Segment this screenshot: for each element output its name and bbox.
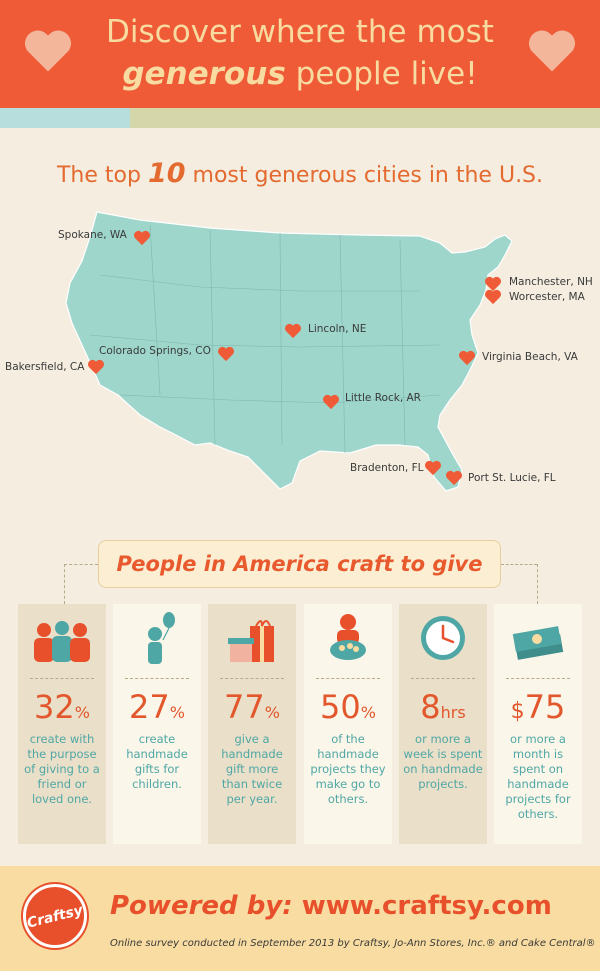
stat-unit: % bbox=[169, 703, 185, 722]
child-balloon-icon bbox=[148, 612, 175, 664]
dashed-divider bbox=[411, 678, 475, 679]
stat-description: create with the purpose of giving to a f… bbox=[24, 732, 100, 806]
dashed-divider bbox=[30, 678, 94, 679]
heart-pin-icon bbox=[485, 289, 501, 305]
stat-number: 27 bbox=[129, 688, 170, 726]
logo-text: Craftsy bbox=[25, 902, 85, 932]
dashed-connector bbox=[64, 564, 98, 565]
stat-description: give a handmade gift more than twice per… bbox=[221, 732, 283, 806]
powered-by: Powered by: www.craftsy.com bbox=[110, 891, 552, 921]
stat-value: 50% bbox=[304, 688, 392, 726]
stat-value: 8hrs bbox=[399, 688, 487, 726]
stat-description: of the handmade projects they make go to… bbox=[310, 732, 386, 806]
dashed-divider bbox=[506, 678, 570, 679]
stat-unit: % bbox=[360, 703, 376, 722]
stat-currency: $ bbox=[510, 699, 525, 724]
stat-card: 32% create with the purpose of giving to… bbox=[18, 604, 106, 844]
city-label: Lincoln, NE bbox=[308, 323, 367, 335]
stat-unit: % bbox=[264, 703, 280, 722]
city-label: Spokane, WA bbox=[58, 229, 127, 241]
dashed-connector bbox=[537, 564, 538, 604]
dashed-divider bbox=[125, 678, 189, 679]
stat-number: 77 bbox=[224, 688, 265, 726]
money-stack-icon bbox=[512, 626, 564, 660]
title-emphasis: generous bbox=[122, 56, 286, 92]
stat-description: or more a month is spent on handmade pro… bbox=[505, 732, 571, 821]
dashed-divider bbox=[316, 678, 380, 679]
stat-card: 27% create handmade gifts for children. bbox=[113, 604, 201, 844]
map-title: The top 10 most generous cities in the U… bbox=[0, 158, 600, 189]
city-label: Little Rock, AR bbox=[345, 392, 421, 404]
heart-icon bbox=[529, 30, 575, 72]
stat-card: $75 or more a month is spent on handmade… bbox=[494, 604, 582, 844]
stat-number: 8 bbox=[420, 688, 441, 726]
city-label: Manchester, NH bbox=[509, 276, 593, 288]
us-map bbox=[65, 211, 513, 492]
footer-banner: Craftsy Powered by: www.craftsy.com Onli… bbox=[0, 866, 600, 971]
title-line2-rest: people live! bbox=[285, 56, 478, 92]
city-label: Bakersfield, CA bbox=[5, 361, 85, 373]
craft-heading: People in America craft to give bbox=[98, 540, 501, 588]
survey-note: Online survey conducted in September 201… bbox=[110, 938, 596, 949]
stat-number: 50 bbox=[320, 688, 361, 726]
stat-unit: hrs bbox=[440, 703, 466, 722]
page-title-line1: Discover where the most bbox=[106, 14, 494, 50]
header-banner: Discover where the most generous people … bbox=[0, 0, 600, 108]
decorative-stripe bbox=[130, 108, 600, 128]
clock-icon bbox=[421, 616, 465, 660]
person-giving-icon bbox=[330, 614, 366, 660]
stat-value: 77% bbox=[208, 688, 296, 726]
heart-pin-icon bbox=[285, 323, 301, 339]
map-title-pre: The top bbox=[56, 163, 148, 188]
dashed-divider bbox=[220, 678, 284, 679]
city-label: Worcester, MA bbox=[509, 291, 585, 303]
city-label: Virginia Beach, VA bbox=[482, 351, 578, 363]
heart-icon bbox=[25, 30, 71, 72]
heart-pin-icon bbox=[218, 346, 234, 362]
gift-boxes-icon bbox=[228, 620, 274, 662]
map-title-post: most generous cities in the U.S. bbox=[185, 163, 544, 188]
stat-description: or more a week is spent on handmade proj… bbox=[403, 732, 483, 791]
heart-pin-icon bbox=[446, 470, 462, 486]
map-title-number: 10 bbox=[147, 158, 186, 189]
stat-value: 32% bbox=[18, 688, 106, 726]
stat-number: 32 bbox=[34, 688, 75, 726]
dashed-connector bbox=[64, 564, 65, 604]
heart-pin-icon bbox=[485, 276, 501, 292]
stat-unit: % bbox=[74, 703, 90, 722]
city-label: Port St. Lucie, FL bbox=[468, 472, 556, 484]
stat-value: 27% bbox=[113, 688, 201, 726]
heart-pin-icon bbox=[88, 359, 104, 375]
city-label: Colorado Springs, CO bbox=[99, 345, 211, 357]
heart-pin-icon bbox=[134, 230, 150, 246]
website-link[interactable]: www.craftsy.com bbox=[301, 891, 552, 921]
heart-pin-icon bbox=[425, 460, 441, 476]
decorative-stripe bbox=[0, 108, 130, 128]
stat-card: 50% of the handmade projects they make g… bbox=[304, 604, 392, 844]
family-hug-icon bbox=[34, 621, 90, 662]
stat-card: 77% give a handmade gift more than twice… bbox=[208, 604, 296, 844]
powered-label: Powered by: bbox=[110, 891, 293, 921]
stat-number: 75 bbox=[524, 688, 566, 726]
stat-description: create handmade gifts for children. bbox=[126, 732, 188, 791]
city-label: Bradenton, FL bbox=[350, 462, 424, 474]
heart-pin-icon bbox=[323, 394, 339, 410]
dashed-connector bbox=[501, 564, 537, 565]
heart-pin-icon bbox=[459, 350, 475, 366]
page-title-line2: generous people live! bbox=[0, 56, 600, 92]
stat-card: 8hrs or more a week is spent on handmade… bbox=[399, 604, 487, 844]
craftsy-logo[interactable]: Craftsy bbox=[23, 884, 87, 948]
stat-value: $75 bbox=[494, 688, 582, 726]
